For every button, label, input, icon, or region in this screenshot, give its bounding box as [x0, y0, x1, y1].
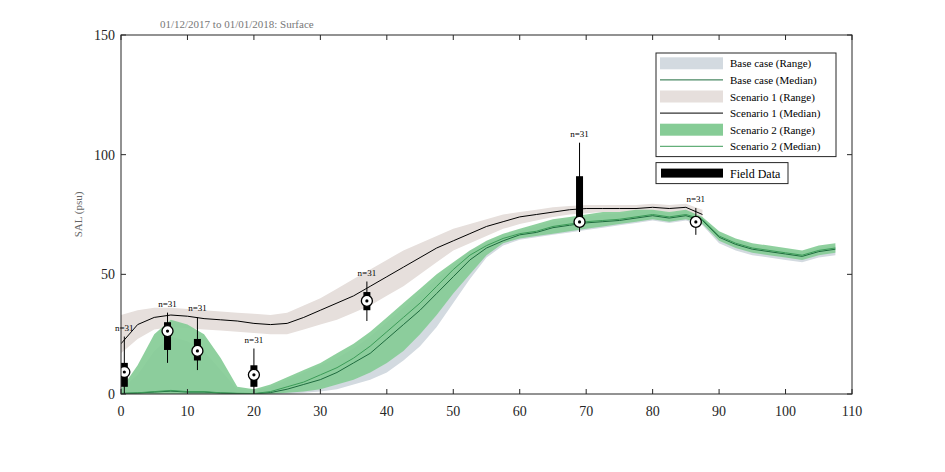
legend-swatch	[660, 57, 723, 69]
median-marker	[192, 345, 203, 356]
y-tick	[121, 274, 126, 275]
median-marker	[574, 216, 585, 227]
median-dot	[578, 220, 581, 223]
median-dot	[694, 220, 697, 223]
x-tick-label: 60	[513, 404, 527, 419]
y-axis-label: SAL (psu)	[72, 191, 85, 237]
x-tick-label: 80	[646, 404, 660, 419]
count-label: n=31	[687, 194, 706, 204]
median-line	[121, 215, 835, 394]
x-tick-label: 90	[712, 404, 726, 419]
x-tick-label: 20	[247, 404, 261, 419]
x-tick-label: 30	[313, 404, 327, 419]
x-tick-label: 100	[775, 404, 796, 419]
median-marker	[248, 369, 259, 380]
x-tick-label: 70	[579, 404, 593, 419]
field-boxes	[121, 143, 701, 394]
legend-swatch	[660, 79, 723, 80]
title: 01/12/2017 to 01/01/2018: Surface	[160, 18, 314, 30]
x-tick	[652, 389, 653, 394]
median-line	[121, 207, 702, 343]
x-tick-top	[719, 35, 720, 40]
x-tick	[719, 389, 720, 394]
count-label: n=31	[570, 129, 589, 139]
x-tick	[586, 389, 587, 394]
range-area	[121, 210, 835, 394]
y-tick	[121, 154, 126, 155]
x-tick	[320, 389, 321, 394]
x-tick-top	[586, 35, 587, 40]
count-label: n=31	[158, 299, 177, 309]
x-tick-label: 110	[842, 404, 862, 419]
count-label: n=31	[188, 303, 207, 313]
x-tick	[187, 389, 188, 394]
x-tick-top	[253, 35, 254, 40]
legend-label: Base case (Range)	[730, 57, 812, 70]
legend-label: Base case (Median)	[730, 74, 817, 87]
median-marker	[162, 326, 173, 337]
y-tick-label: 150	[94, 28, 115, 43]
x-tick	[852, 389, 853, 394]
y-tick	[121, 35, 126, 36]
x-tick-top	[320, 35, 321, 40]
y-tick-label: 100	[94, 148, 115, 163]
x-tick-top	[652, 35, 653, 40]
x-tick-label: 40	[380, 404, 394, 419]
x-tick-top	[121, 35, 122, 40]
x-tick	[785, 389, 786, 394]
plot-area	[121, 143, 835, 394]
y-tick-right	[847, 394, 852, 395]
field-legend: Field Data	[656, 163, 788, 184]
x-tick-label: 50	[446, 404, 460, 419]
chart: n=31 n=31 n=31 n=31 n=31 n=31 n=31 0 10 20 30 40 50 6…	[0, 0, 945, 472]
x-tick-top	[785, 35, 786, 40]
legend-label: Scenario 2 (Median)	[730, 140, 821, 153]
field-legend-label: Field Data	[730, 167, 781, 181]
median-dot	[166, 329, 169, 332]
x-tick-label: 0	[118, 404, 125, 419]
median-dot	[196, 349, 199, 352]
x-tick-top	[386, 35, 387, 40]
x-tick-top	[519, 35, 520, 40]
x-tick-top	[852, 35, 853, 40]
median-dot	[365, 299, 368, 302]
x-tick	[121, 389, 122, 394]
count-label: n=31	[115, 323, 134, 333]
count-label: n=31	[358, 268, 377, 278]
y-tick	[121, 394, 126, 395]
plot-frame	[121, 35, 852, 394]
field-legend-box	[656, 163, 788, 184]
x-tick-top	[187, 35, 188, 40]
field-legend-swatch	[661, 169, 723, 178]
legend-label: Scenario 2 (Range)	[730, 124, 815, 137]
legend-swatch	[660, 124, 723, 136]
median-marker	[361, 295, 372, 306]
count-label: n=31	[245, 335, 264, 345]
x-tick	[519, 389, 520, 394]
y-tick-label: 0	[108, 387, 115, 402]
legend-label: Scenario 1 (Median)	[730, 107, 821, 120]
legend-label: Scenario 1 (Range)	[730, 91, 815, 104]
y-tick-right	[847, 274, 852, 275]
legend-swatch	[660, 146, 723, 147]
legend: Base case (Range) Base case (Median) Scena…	[656, 53, 836, 157]
x-tick	[386, 389, 387, 394]
legend-box	[656, 53, 836, 157]
y-tick-right	[847, 35, 852, 36]
x-tick	[253, 389, 254, 394]
median-dot	[252, 373, 255, 376]
x-tick	[453, 389, 454, 394]
y-tick-label: 50	[101, 267, 115, 282]
median-dot	[123, 370, 126, 373]
median-marker	[690, 216, 701, 227]
background	[0, 0, 945, 472]
x-tick-top	[453, 35, 454, 40]
median-line	[121, 216, 835, 394]
legend-swatch	[660, 91, 723, 103]
x-tick-label: 10	[180, 404, 194, 419]
median-marker	[121, 366, 130, 377]
y-tick-right	[847, 154, 852, 155]
legend-swatch	[660, 113, 723, 114]
